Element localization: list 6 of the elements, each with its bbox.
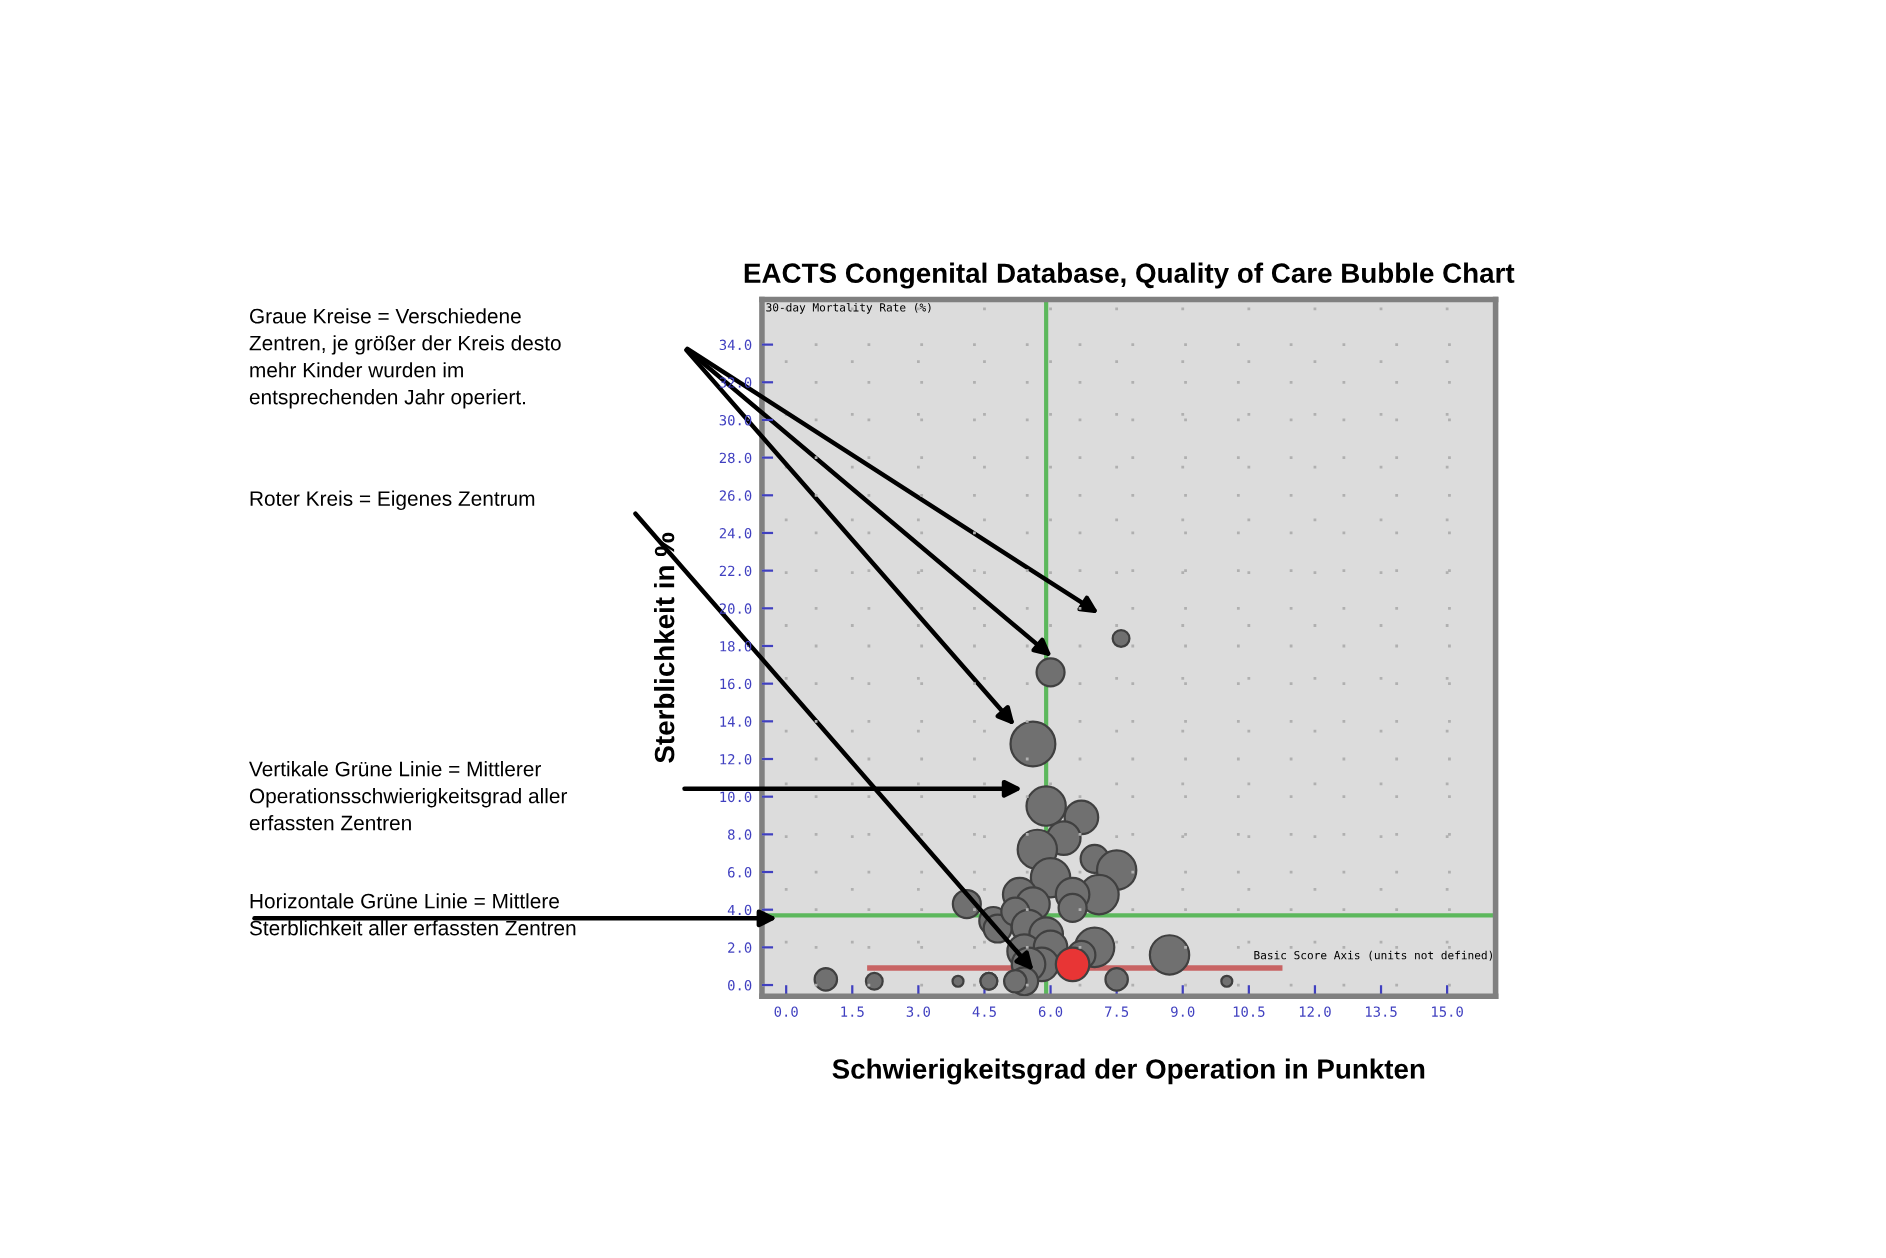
text: Graue Kreise = Verschiedene Zentren, je größer der Kreis desto mehr Kinder wurden im entsprechenden Jahr operiert. [249,308,561,409]
text: Horizontale Grüne Linie = Mittlere Sterblichkeit aller erfassten Zentren [249,893,576,936]
text: Vertikale Grüne Linie = Mittlerer Operationsschwierigkeitsgrad aller erfassten Zentren [249,761,568,831]
chart-title: EACTS Congenital Database, Quality of Care Bubble Chart [744,262,1515,289]
text: Roter Kreis = Eigenes Zentrum [250,490,535,511]
x-axis-title: Schwierigkeitsgrad der Operation in Punkten [832,1058,1425,1085]
